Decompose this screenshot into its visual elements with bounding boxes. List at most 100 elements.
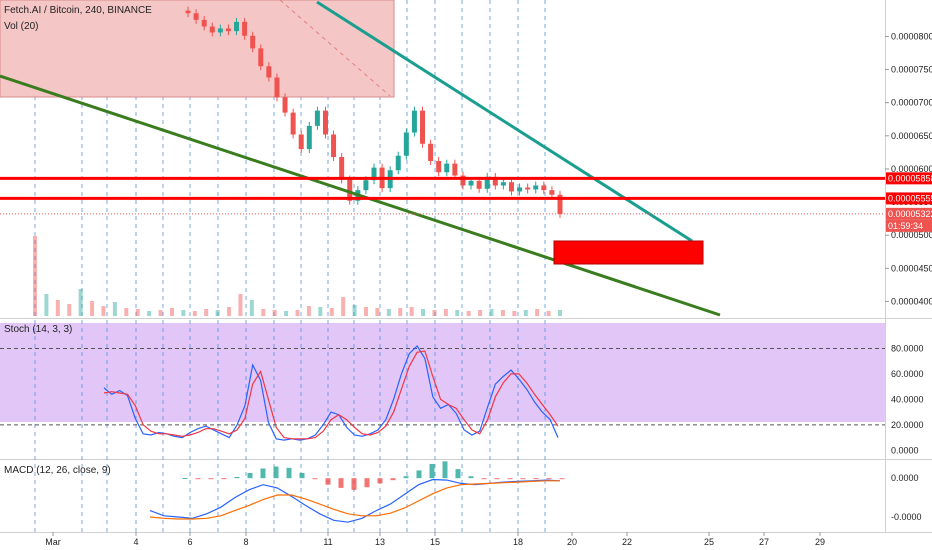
macd-histogram-bar <box>455 469 461 479</box>
volume-bar <box>33 236 37 316</box>
candle-body <box>258 48 264 67</box>
candle-body <box>452 163 458 176</box>
candle-body <box>492 176 498 186</box>
macd-histogram-bar <box>260 468 266 479</box>
stoch-tick-label: 20.0000 <box>891 420 924 430</box>
candle-body <box>250 35 256 49</box>
volume-bar <box>375 308 380 316</box>
macd-histogram-bar <box>325 478 331 485</box>
volume-bar <box>489 309 494 316</box>
macd-histogram-bar <box>546 478 552 480</box>
candle-body <box>193 13 199 20</box>
volume-bar <box>409 307 414 316</box>
candle-body <box>557 194 563 214</box>
candle-body <box>541 185 547 191</box>
macd-histogram-bar <box>286 467 292 479</box>
macd-histogram-bar <box>299 473 305 479</box>
volume-bar <box>227 307 232 316</box>
macd-histogram-bar <box>247 473 253 479</box>
time-tick-label: 6 <box>187 537 192 547</box>
macd-histogram-bar <box>507 478 513 480</box>
candle-body <box>549 190 555 195</box>
volume-bar <box>215 310 220 316</box>
price-tag-countdown-bg <box>886 219 932 232</box>
horizontal-levels[interactable] <box>0 176 885 215</box>
volume-bar <box>147 311 152 316</box>
volume-bar <box>295 310 300 316</box>
volume-bar <box>318 307 323 316</box>
candle-body <box>363 180 369 191</box>
time-tick-label: 18 <box>513 537 523 547</box>
volume-bar <box>512 311 517 316</box>
volume-bar <box>523 310 528 316</box>
volume-bar <box>261 309 266 316</box>
time-tick-label: 29 <box>815 537 825 547</box>
zone-diagonal-dashed <box>279 0 391 97</box>
time-axis[interactable]: Mar 4 6 8 11 13 15 18 20 22 25 27 29 <box>45 532 825 547</box>
macd-histogram-bar <box>442 461 448 479</box>
volume-bar <box>443 309 448 316</box>
macd-histogram-bar <box>234 476 240 479</box>
price-tag-lower-level-bg <box>886 192 932 205</box>
trendline-teal-resistance[interactable] <box>316 0 693 243</box>
macd-histogram-bar <box>520 478 526 480</box>
time-tick-label: 11 <box>323 537 332 547</box>
candle-body <box>298 134 304 150</box>
volume-bar <box>135 309 140 316</box>
time-tick-label: 15 <box>430 537 440 547</box>
trendline-green-support[interactable] <box>0 74 721 317</box>
candle-body <box>209 26 215 33</box>
target-zone-box[interactable] <box>553 240 704 265</box>
candle-body <box>420 110 426 144</box>
macd-histogram-bar <box>468 476 474 479</box>
candle-body <box>242 21 248 36</box>
time-tick-label: 22 <box>622 537 632 547</box>
volume-bar <box>124 308 129 316</box>
candle-body <box>500 182 506 186</box>
volume-bar <box>329 308 334 316</box>
candle-body <box>395 155 401 171</box>
candle-body <box>508 182 514 192</box>
candle-body <box>217 28 223 33</box>
macd-histogram-bar <box>403 476 409 479</box>
macd-histogram-bar <box>481 478 487 480</box>
candle-body <box>525 187 531 190</box>
time-tick-label: 20 <box>567 537 577 547</box>
volume-label: Vol (20) <box>4 21 38 32</box>
stoch-tick-label: 80.0000 <box>891 343 924 353</box>
volume-bar <box>78 289 83 316</box>
time-tick-label: 4 <box>133 537 138 547</box>
volume-bar <box>558 310 562 316</box>
macd-histogram-bar <box>338 478 344 488</box>
candle-body <box>185 10 191 14</box>
stoch-tick-label: 60.0000 <box>891 369 924 379</box>
candle-body <box>403 132 409 156</box>
volume-bar <box>421 309 426 316</box>
macd-tick-label: 0.0000 <box>891 473 919 483</box>
volume-bar <box>341 297 346 316</box>
volume-bar <box>249 300 254 316</box>
candle-body <box>468 180 474 186</box>
stoch-overbought-oversold-band <box>0 323 885 422</box>
volume-bar <box>204 309 209 316</box>
candle-body <box>331 134 337 158</box>
volume-bar <box>192 311 197 316</box>
volume-bar <box>363 307 368 316</box>
macd-histogram-bar <box>416 470 422 479</box>
stoch-tick-label: 0.0000 <box>891 445 919 455</box>
price-tag-lower-level: 0.00005555 <box>888 193 932 203</box>
macd-histogram-bar <box>377 478 383 484</box>
volume-bar <box>90 301 95 316</box>
volume-bars <box>33 236 562 316</box>
candle-body <box>322 110 328 135</box>
time-tick-label: 13 <box>375 537 385 547</box>
volume-bar <box>169 308 174 316</box>
volume-bar <box>432 310 437 316</box>
volume-bar <box>500 310 505 316</box>
